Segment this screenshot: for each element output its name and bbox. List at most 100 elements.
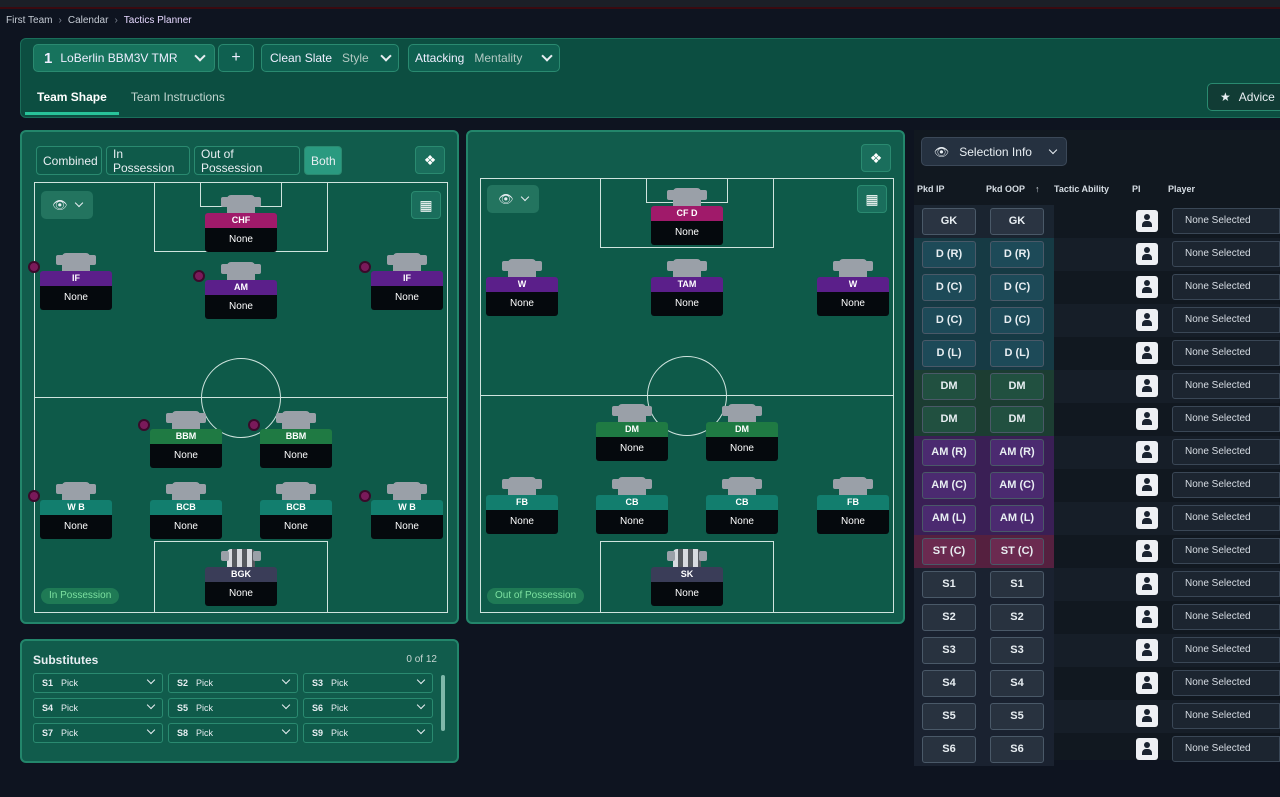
picked-oop-position[interactable]: ST (C) [990,538,1044,565]
player-card[interactable]: W B None [28,482,112,542]
person-icon[interactable] [1136,408,1158,430]
substitutes-scrollbar[interactable] [441,675,445,731]
picked-oop-position[interactable]: S4 [990,670,1044,697]
person-icon[interactable] [1136,672,1158,694]
picked-ip-position[interactable]: AM (R) [922,439,976,466]
grid-icon[interactable]: ▦ [857,185,887,213]
column-tactic-ability[interactable]: Tactic Ability [1054,184,1110,194]
person-icon[interactable] [1136,606,1158,628]
player-card[interactable]: W None [817,259,889,319]
filter-both[interactable]: Both [304,146,342,175]
player-select[interactable]: None Selected [1172,538,1280,564]
player-card[interactable]: CHF None [205,195,277,255]
filter-in-possession[interactable]: In Possession [106,146,190,175]
player-select[interactable]: None Selected [1172,241,1280,267]
player-select[interactable]: None Selected [1172,208,1280,234]
grid-icon[interactable]: ▦ [411,191,441,219]
picked-ip-position[interactable]: ST (C) [922,538,976,565]
tab-team-shape[interactable]: Team Shape [25,81,119,115]
picked-ip-position[interactable]: GK [922,208,976,235]
person-icon[interactable] [1136,309,1158,331]
player-select[interactable]: None Selected [1172,703,1280,729]
picked-oop-position[interactable]: AM (C) [990,472,1044,499]
picked-ip-position[interactable]: S4 [922,670,976,697]
breadcrumb-first-team[interactable]: First Team [6,15,53,26]
table-row[interactable]: S6 S6 None Selected [914,733,1280,766]
table-row[interactable]: S3 S3 None Selected [914,634,1280,667]
picked-oop-position[interactable]: S6 [990,736,1044,763]
player-card[interactable]: W B None [359,482,443,542]
table-row[interactable]: D (C) D (C) None Selected [914,271,1280,304]
picked-oop-position[interactable]: D (C) [990,274,1044,301]
picked-ip-position[interactable]: DM [922,406,976,433]
column-pkd-oop[interactable]: Pkd OOP [986,184,1026,194]
person-icon[interactable] [1136,639,1158,661]
player-select[interactable]: None Selected [1172,637,1280,663]
player-select[interactable]: None Selected [1172,406,1280,432]
person-icon[interactable] [1136,540,1158,562]
player-card[interactable]: BBM None [138,411,222,471]
add-tactic-button[interactable]: + [218,44,254,72]
player-card[interactable]: IF None [28,253,112,313]
player-card[interactable]: BGK None [205,549,277,609]
person-icon[interactable] [1136,210,1158,232]
table-row[interactable]: ST (C) ST (C) None Selected [914,535,1280,568]
picked-ip-position[interactable]: DM [922,373,976,400]
substitute-select[interactable]: S9 Pick [303,723,433,743]
picked-ip-position[interactable]: D (C) [922,307,976,334]
player-card[interactable]: BBM None [248,411,332,471]
player-select[interactable]: None Selected [1172,505,1280,531]
player-select[interactable]: None Selected [1172,571,1280,597]
tab-team-instructions[interactable]: Team Instructions [130,90,225,104]
substitute-select[interactable]: S1 Pick [33,673,163,693]
column-player[interactable]: Player [1168,184,1196,194]
picked-ip-position[interactable]: S2 [922,604,976,631]
person-icon[interactable] [1136,573,1158,595]
filter-out-of-possession[interactable]: Out of Possession [194,146,300,175]
substitute-select[interactable]: S8 Pick [168,723,298,743]
table-row[interactable]: S1 S1 None Selected [914,568,1280,601]
player-select[interactable]: None Selected [1172,736,1280,762]
picked-oop-position[interactable]: S5 [990,703,1044,730]
table-row[interactable]: D (L) D (L) None Selected [914,337,1280,370]
view-options-button[interactable]: 👁 [41,191,93,219]
player-card[interactable]: BCB None [260,482,332,542]
player-select[interactable]: None Selected [1172,604,1280,630]
person-icon[interactable] [1136,375,1158,397]
picked-ip-position[interactable]: AM (C) [922,472,976,499]
picked-ip-position[interactable]: AM (L) [922,505,976,532]
player-card[interactable]: DM None [596,404,668,464]
table-row[interactable]: GK GK None Selected [914,205,1280,238]
table-row[interactable]: D (R) D (R) None Selected [914,238,1280,271]
person-icon[interactable] [1136,738,1158,760]
table-row[interactable]: D (C) D (C) None Selected [914,304,1280,337]
advice-button[interactable]: ★ Advice [1207,83,1280,111]
swap-icon[interactable]: ❖ [861,144,891,172]
picked-oop-position[interactable]: S1 [990,571,1044,598]
style-select[interactable]: Clean Slate Style [261,44,399,72]
picked-ip-position[interactable]: S3 [922,637,976,664]
person-icon[interactable] [1136,276,1158,298]
table-row[interactable]: AM (R) AM (R) None Selected [914,436,1280,469]
picked-ip-position[interactable]: D (C) [922,274,976,301]
selection-info-select[interactable]: 👁 Selection Info [921,137,1067,166]
substitute-select[interactable]: S2 Pick [168,673,298,693]
picked-ip-position[interactable]: D (L) [922,340,976,367]
person-icon[interactable] [1136,705,1158,727]
person-icon[interactable] [1136,507,1158,529]
player-select[interactable]: None Selected [1172,472,1280,498]
picked-oop-position[interactable]: D (C) [990,307,1044,334]
picked-oop-position[interactable]: AM (R) [990,439,1044,466]
person-icon[interactable] [1136,474,1158,496]
substitute-select[interactable]: S6 Pick [303,698,433,718]
table-row[interactable]: S2 S2 None Selected [914,601,1280,634]
player-card[interactable]: DM None [706,404,778,464]
picked-ip-position[interactable]: S1 [922,571,976,598]
picked-oop-position[interactable]: S3 [990,637,1044,664]
player-card[interactable]: IF None [359,253,443,313]
picked-oop-position[interactable]: S2 [990,604,1044,631]
player-card[interactable]: FB None [486,477,558,537]
breadcrumb-calendar[interactable]: Calendar [67,15,109,26]
picked-oop-position[interactable]: D (L) [990,340,1044,367]
player-select[interactable]: None Selected [1172,670,1280,696]
